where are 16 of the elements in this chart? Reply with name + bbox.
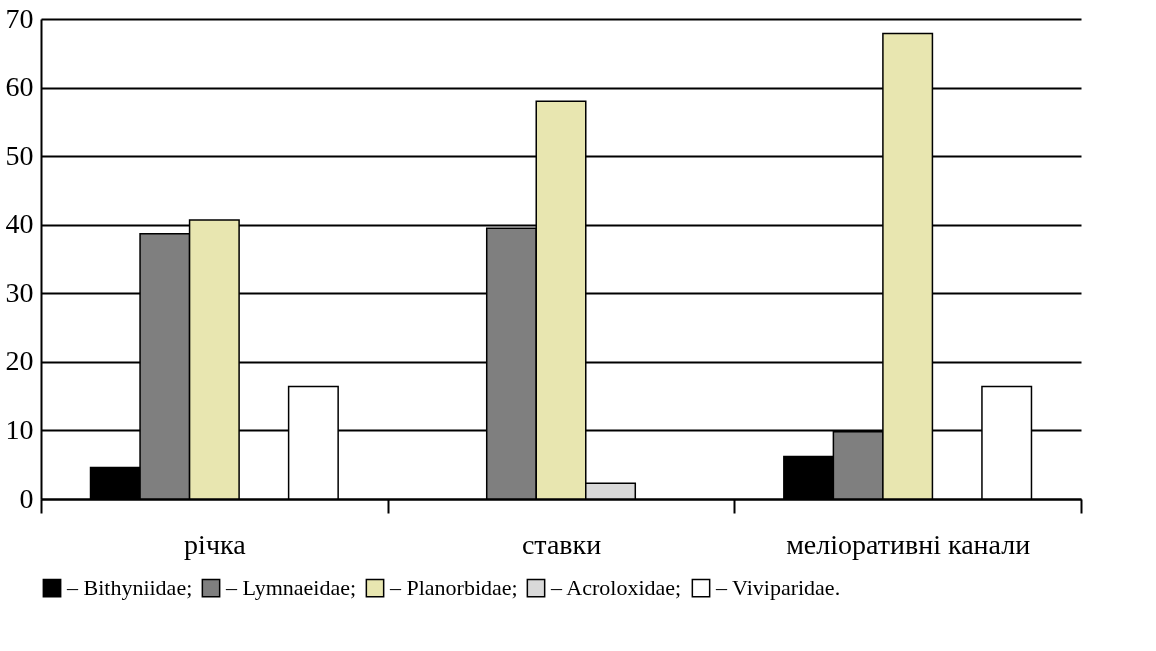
y-tick-label: 10: [5, 413, 34, 445]
y-tick-label: 70: [5, 2, 34, 34]
y-tick-label: 40: [5, 208, 34, 240]
legend-label: – Lymnaeidae;: [225, 575, 357, 601]
y-tick-label: 0: [19, 482, 34, 514]
legend-label: – Acroloxidae;: [550, 575, 682, 601]
y-tick-label: 30: [5, 276, 34, 308]
x-tick-label: меліоративні канали: [786, 528, 1031, 560]
y-tick-label: 20: [5, 345, 34, 377]
y-tick-label: 50: [5, 139, 34, 171]
legend-label: – Bithyniidae;: [66, 575, 193, 601]
legend-label: – Planorbidae;: [389, 575, 518, 601]
y-tick-label: 60: [5, 71, 34, 103]
x-tick-label: ставки: [521, 528, 602, 560]
x-tick-label: річка: [184, 528, 247, 560]
legend-label: – Viviparidae.: [715, 575, 841, 601]
